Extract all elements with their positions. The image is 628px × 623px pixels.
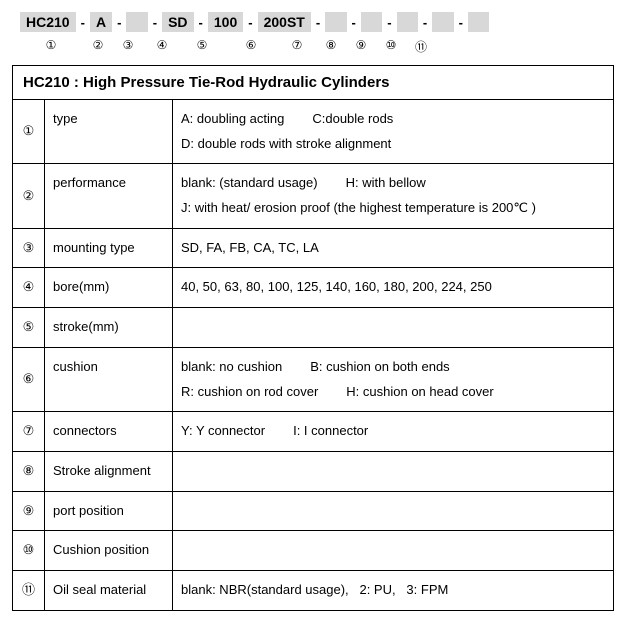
row-number: ⑥ bbox=[13, 347, 45, 411]
row-number: ⑨ bbox=[13, 491, 45, 531]
table-title: HC210 : High Pressure Tie-Rod Hydraulic … bbox=[13, 66, 614, 100]
row-number: ② bbox=[13, 164, 45, 228]
row-desc: 40, 50, 63, 80, 100, 125, 140, 160, 180,… bbox=[173, 268, 614, 308]
row-desc: blank: NBR(standard usage), 2: PU, 3: FP… bbox=[173, 570, 614, 610]
row-desc: A: doubling actingC:double rodsD: double… bbox=[173, 100, 614, 164]
row-label: connectors bbox=[45, 412, 173, 452]
row-label: Cushion position bbox=[45, 531, 173, 571]
row-label: stroke(mm) bbox=[45, 308, 173, 348]
row-desc: SD, FA, FB, CA, TC, LA bbox=[173, 228, 614, 268]
row-label: type bbox=[45, 100, 173, 164]
part-segment: X bbox=[361, 12, 382, 32]
row-label: cushion bbox=[45, 347, 173, 411]
part-segment: X bbox=[397, 12, 418, 32]
table-row: ⑤stroke(mm) bbox=[13, 308, 614, 348]
dash: - bbox=[198, 15, 204, 30]
table-row: ⑥cushionblank: no cushionB: cushion on b… bbox=[13, 347, 614, 411]
index-circle: ⑧ bbox=[318, 38, 344, 55]
row-label: Stroke alignment bbox=[45, 451, 173, 491]
row-desc bbox=[173, 531, 614, 571]
table-row: ⑦connectorsY: Y connectorI: I connector bbox=[13, 412, 614, 452]
dash: - bbox=[315, 15, 321, 30]
row-number: ④ bbox=[13, 268, 45, 308]
index-circle: ⑤ bbox=[182, 38, 222, 55]
table-row: ②performanceblank: (standard usage)H: wi… bbox=[13, 164, 614, 228]
index-row: ①②③④⑤⑥⑦⑧⑨⑩⑪ bbox=[12, 38, 616, 55]
table-row: ⑧Stroke alignment bbox=[13, 451, 614, 491]
table-row: ⑪Oil seal materialblank: NBR(standard us… bbox=[13, 570, 614, 610]
row-label: port position bbox=[45, 491, 173, 531]
part-segment: SD bbox=[162, 12, 193, 32]
row-number: ⑦ bbox=[13, 412, 45, 452]
row-desc: Y: Y connectorI: I connector bbox=[173, 412, 614, 452]
index-circle: ③ bbox=[114, 38, 142, 55]
row-number: ⑪ bbox=[13, 570, 45, 610]
index-circle: ⑨ bbox=[348, 38, 374, 55]
part-segment: 200ST bbox=[258, 12, 311, 32]
index-circle: ⑩ bbox=[378, 38, 404, 55]
row-label: performance bbox=[45, 164, 173, 228]
dash: - bbox=[386, 15, 392, 30]
dash: - bbox=[422, 15, 428, 30]
table-row: ③mounting typeSD, FA, FB, CA, TC, LA bbox=[13, 228, 614, 268]
dash: - bbox=[247, 15, 253, 30]
part-segment: X bbox=[468, 12, 489, 32]
row-label: bore(mm) bbox=[45, 268, 173, 308]
row-number: ⑩ bbox=[13, 531, 45, 571]
row-label: mounting type bbox=[45, 228, 173, 268]
dash: - bbox=[351, 15, 357, 30]
table-row: ④bore(mm)40, 50, 63, 80, 100, 125, 140, … bbox=[13, 268, 614, 308]
spec-table: HC210 : High Pressure Tie-Rod Hydraulic … bbox=[12, 65, 614, 611]
part-segment: X bbox=[325, 12, 346, 32]
row-number: ⑤ bbox=[13, 308, 45, 348]
index-circle: ④ bbox=[146, 38, 178, 55]
index-circle: ⑦ bbox=[280, 38, 314, 55]
index-circle: ⑥ bbox=[226, 38, 276, 55]
part-segment: X bbox=[126, 12, 147, 32]
part-segment: A bbox=[90, 12, 112, 32]
index-circle: ② bbox=[86, 38, 110, 55]
row-number: ① bbox=[13, 100, 45, 164]
dash: - bbox=[458, 15, 464, 30]
table-row: ⑩Cushion position bbox=[13, 531, 614, 571]
dash: - bbox=[152, 15, 158, 30]
row-desc bbox=[173, 308, 614, 348]
dash: - bbox=[80, 15, 86, 30]
row-desc: blank: (standard usage)H: with bellowJ: … bbox=[173, 164, 614, 228]
row-number: ③ bbox=[13, 228, 45, 268]
part-number-row: HC210-A-X-SD-100-200ST-X-X-X-X-X bbox=[12, 12, 616, 32]
row-desc bbox=[173, 491, 614, 531]
index-circle: ① bbox=[20, 38, 82, 55]
index-circle: ⑪ bbox=[408, 38, 434, 55]
part-segment: 100 bbox=[208, 12, 243, 32]
table-row: ①typeA: doubling actingC:double rodsD: d… bbox=[13, 100, 614, 164]
part-segment: HC210 bbox=[20, 12, 76, 32]
row-number: ⑧ bbox=[13, 451, 45, 491]
row-desc bbox=[173, 451, 614, 491]
row-desc: blank: no cushionB: cushion on both ends… bbox=[173, 347, 614, 411]
dash: - bbox=[116, 15, 122, 30]
part-segment: X bbox=[432, 12, 453, 32]
table-row: ⑨port position bbox=[13, 491, 614, 531]
row-label: Oil seal material bbox=[45, 570, 173, 610]
